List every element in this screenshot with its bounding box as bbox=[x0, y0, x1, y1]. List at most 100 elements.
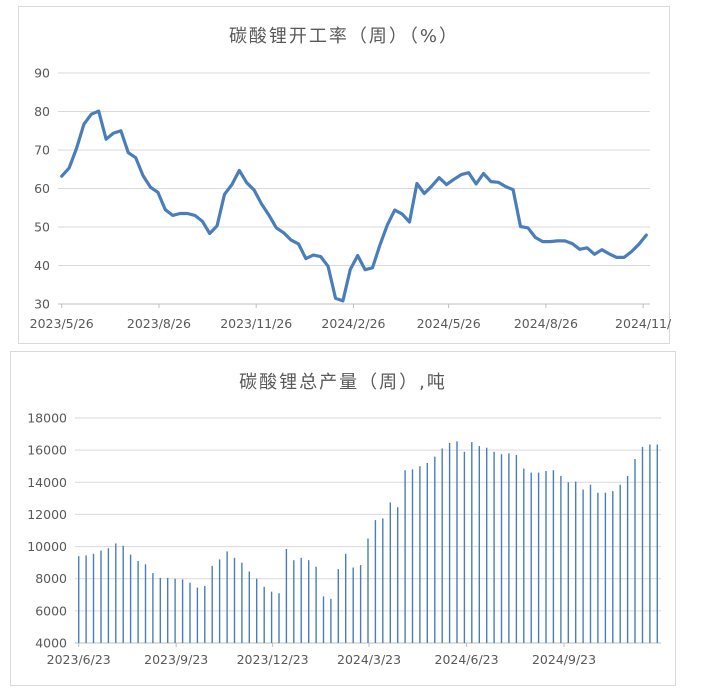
production-bar bbox=[189, 582, 191, 643]
production-bar bbox=[456, 441, 458, 643]
production-bar bbox=[404, 470, 406, 643]
x-tick-label: 2024/5/26 bbox=[417, 316, 481, 331]
production-bar bbox=[300, 557, 302, 643]
data-point bbox=[186, 212, 189, 215]
data-point bbox=[474, 182, 478, 186]
data-point bbox=[489, 180, 493, 183]
data-point bbox=[252, 188, 256, 192]
production-bar bbox=[619, 484, 621, 643]
x-tick-label: 2024/9/23 bbox=[532, 652, 596, 667]
data-point bbox=[149, 186, 152, 189]
production-bar-chart: 4000 6000 8000 10000 12000 14000 16000 18000 202… bbox=[27, 411, 661, 667]
production-bar bbox=[397, 507, 399, 643]
production-bar bbox=[478, 446, 480, 643]
x-tick-label: 2024/6/23 bbox=[435, 652, 499, 667]
production-bar bbox=[137, 561, 139, 643]
production-bar bbox=[649, 444, 651, 643]
data-point bbox=[312, 253, 315, 257]
data-point bbox=[608, 252, 611, 256]
data-point bbox=[563, 239, 567, 243]
y-tick-label: 4000 bbox=[35, 636, 67, 651]
utilization-series-line bbox=[60, 109, 648, 303]
data-point bbox=[289, 238, 293, 242]
data-point bbox=[578, 248, 581, 251]
data-point bbox=[326, 265, 330, 268]
data-point bbox=[548, 240, 552, 243]
data-point bbox=[437, 176, 441, 179]
data-point bbox=[201, 220, 204, 223]
data-point bbox=[378, 243, 382, 247]
data-point bbox=[415, 182, 419, 185]
production-bar bbox=[626, 475, 629, 643]
production-bar bbox=[330, 598, 332, 643]
data-point bbox=[119, 129, 123, 132]
production-bar bbox=[374, 520, 377, 643]
y-tick-label: 90 bbox=[34, 66, 50, 81]
production-bar bbox=[278, 593, 280, 643]
production-bar bbox=[589, 484, 592, 643]
production-bar bbox=[256, 578, 258, 643]
data-point bbox=[371, 266, 374, 269]
production-bar bbox=[612, 491, 614, 643]
y-tick-label: 40 bbox=[34, 258, 50, 273]
data-point bbox=[363, 268, 367, 271]
production-bar bbox=[181, 579, 184, 643]
data-point bbox=[482, 172, 485, 175]
production-bar bbox=[575, 481, 577, 643]
x-tick-label: 2023/9/23 bbox=[144, 652, 208, 667]
data-point bbox=[75, 147, 78, 150]
production-bar bbox=[389, 502, 391, 643]
x-tick-label: 2023/6/23 bbox=[47, 652, 111, 667]
production-bar bbox=[241, 562, 243, 643]
data-point bbox=[82, 123, 86, 126]
data-point bbox=[400, 212, 404, 216]
production-bar bbox=[129, 554, 132, 643]
data-point bbox=[164, 208, 167, 211]
y-tick-label: 30 bbox=[34, 297, 50, 312]
data-point bbox=[60, 175, 63, 178]
production-bar bbox=[545, 471, 547, 643]
data-point bbox=[600, 248, 604, 251]
data-point bbox=[275, 226, 278, 229]
data-point bbox=[593, 253, 596, 256]
y-tick-label: 60 bbox=[34, 181, 50, 196]
data-point bbox=[134, 156, 137, 159]
data-point bbox=[408, 220, 411, 224]
production-bar bbox=[107, 548, 110, 643]
x-tick-label: 2024/8/26 bbox=[514, 316, 578, 331]
data-point bbox=[67, 166, 71, 170]
production-bar bbox=[308, 560, 310, 643]
data-point bbox=[526, 226, 530, 229]
data-point bbox=[334, 297, 337, 300]
production-bar bbox=[233, 557, 236, 643]
production-bar bbox=[471, 442, 473, 643]
data-point bbox=[245, 181, 248, 184]
data-point bbox=[171, 214, 174, 217]
utilization-chart-panel: 碳酸锂开工率（周）（%） 30 40 50 60 70 80 90 2023/5/26 2023… bbox=[18, 6, 671, 344]
data-point bbox=[141, 174, 145, 177]
production-bar bbox=[582, 489, 584, 643]
data-point bbox=[215, 224, 219, 227]
production-bar bbox=[656, 444, 658, 643]
data-point bbox=[230, 183, 234, 186]
data-point bbox=[423, 192, 426, 195]
production-bar bbox=[508, 453, 510, 643]
x-tick-label: 2023/12/23 bbox=[237, 652, 309, 667]
data-point bbox=[223, 193, 226, 196]
production-bar bbox=[204, 585, 206, 643]
data-point bbox=[645, 233, 648, 237]
y-tick-label: 14000 bbox=[27, 475, 67, 490]
production-bar bbox=[641, 446, 644, 643]
data-point bbox=[519, 225, 522, 228]
production-bar bbox=[167, 577, 169, 643]
production-chart-title: 碳酸锂总产量（周）,吨 bbox=[239, 372, 447, 393]
production-bar bbox=[152, 573, 154, 643]
production-bar bbox=[523, 468, 525, 643]
data-point bbox=[127, 151, 130, 154]
production-bar bbox=[92, 553, 95, 643]
production-bar bbox=[345, 553, 347, 643]
production-bar bbox=[448, 442, 451, 643]
production-chart-panel: 碳酸锂总产量（周）,吨 4000 6000 8000 10000 12000 14000 1… bbox=[10, 351, 676, 686]
data-point bbox=[156, 191, 160, 194]
production-bar bbox=[500, 454, 503, 643]
